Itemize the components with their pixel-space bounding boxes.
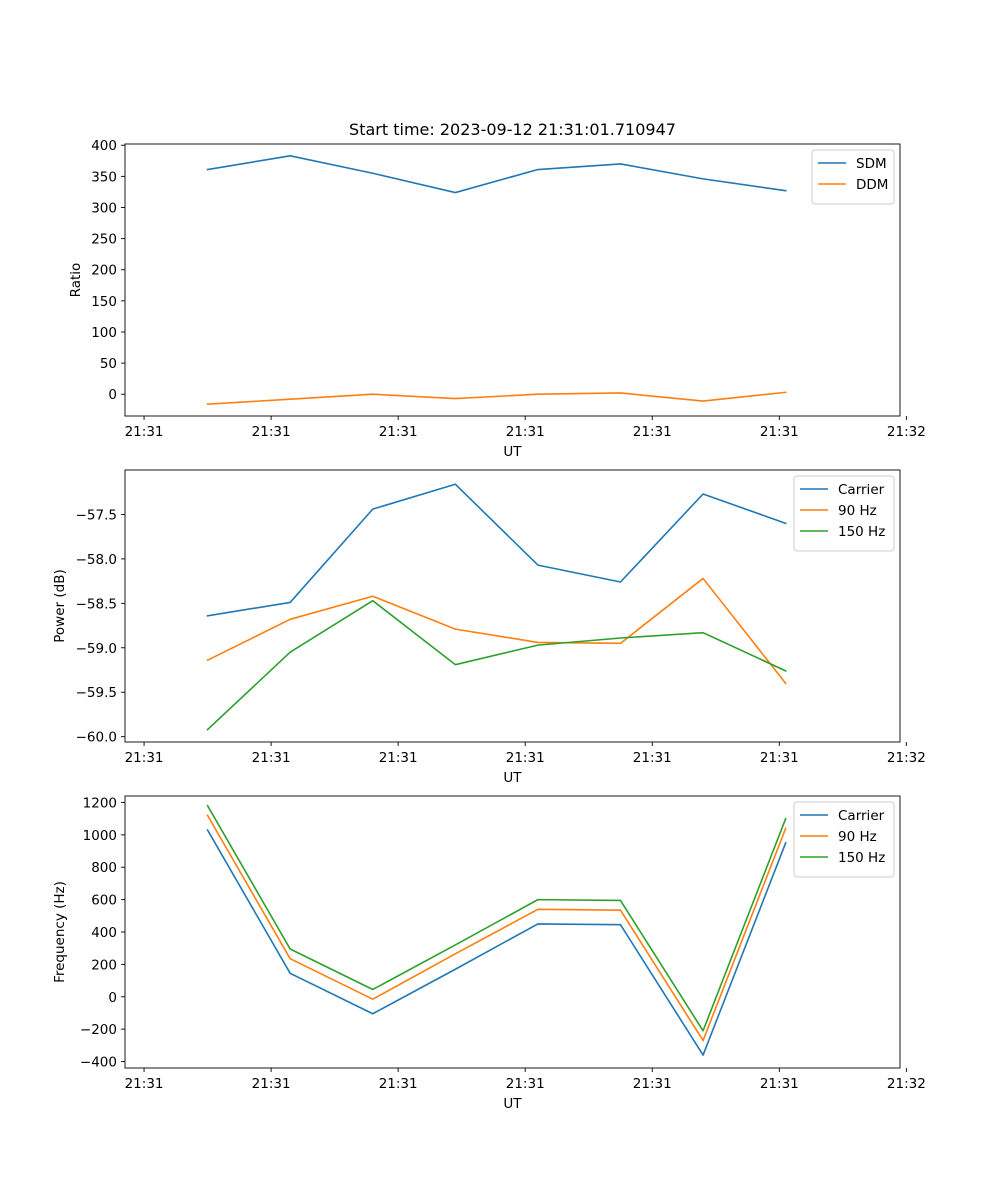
- frequency-ytick-label: 400: [91, 925, 117, 941]
- ratio-legend-label-ddm: DDM: [856, 177, 888, 193]
- power-panel: 21:31 21:31 21:31 21:31 21:31 21:31 21:32 −60.0…: [52, 469, 926, 786]
- ratio-ylabel: Ratio: [68, 263, 84, 298]
- ratio-ytick-label: 200: [91, 263, 117, 279]
- ratio-ytick-label: 50: [100, 356, 117, 372]
- frequency-ytick-label: 0: [108, 990, 117, 1006]
- power-legend-label-150-hz: 150 Hz: [838, 524, 885, 540]
- frequency-xtick-label: 21:31: [252, 1076, 291, 1092]
- power-ytick-label: −59.5: [76, 685, 117, 701]
- power-xtick-label: 21:31: [379, 750, 418, 766]
- power-series-line-90-hz: [206, 577, 787, 685]
- power-ytick-label: −58.0: [76, 552, 117, 568]
- ratio-xlabel: UT: [503, 444, 522, 460]
- ratio-legend-label-sdm: SDM: [856, 156, 887, 172]
- power-xtick-label: 21:31: [252, 750, 291, 766]
- power-series-line-carrier: [206, 483, 787, 617]
- ratio-xtick-label: 21:31: [125, 424, 164, 440]
- power-axes-frame: [124, 469, 901, 743]
- frequency-xtick-label: 21:31: [379, 1076, 418, 1092]
- ratio-ytick-label: 300: [91, 200, 117, 216]
- frequency-legend-label-150-hz: 150 Hz: [838, 850, 885, 866]
- frequency-axes-frame: [124, 795, 901, 1069]
- frequency-series-line-150-hz: [206, 804, 787, 1032]
- power-ytick-label: −60.0: [76, 730, 117, 746]
- ratio-legend: SDM DDM: [811, 149, 895, 205]
- frequency-ytick-label: 800: [91, 860, 117, 876]
- ratio-ytick-label: 0: [108, 387, 117, 403]
- ratio-xtick-label: 21:31: [506, 424, 545, 440]
- ratio-axes-frame: [124, 143, 901, 417]
- frequency-legend: Carrier 90 Hz 150 Hz: [793, 801, 895, 878]
- ratio-xtick-label: 21:32: [887, 424, 926, 440]
- frequency-panel: 21:31 21:31 21:31 21:31 21:31 21:31 21:32 −400 −…: [52, 795, 926, 1112]
- ratio-panel: 21:31 21:31 21:31 21:31 21:31 21:31 21:32 0 50 10…: [68, 138, 926, 460]
- ratio-xtick-label: 21:31: [252, 424, 291, 440]
- frequency-legend-label-carrier: Carrier: [838, 808, 885, 824]
- frequency-xtick-label: 21:31: [760, 1076, 799, 1092]
- power-legend-box: [793, 475, 895, 552]
- power-xtick-label: 21:31: [633, 750, 672, 766]
- ratio-ytick-label: 100: [91, 325, 117, 341]
- power-legend-label-90-hz: 90 Hz: [838, 503, 877, 519]
- ratio-ytick-label: 150: [91, 294, 117, 310]
- frequency-xtick-label: 21:31: [125, 1076, 164, 1092]
- ratio-series-line-sdm: [206, 155, 787, 194]
- frequency-ytick-label: 1200: [83, 795, 117, 811]
- frequency-ytick-label: −200: [80, 1022, 117, 1038]
- frequency-xlabel: UT: [503, 1096, 522, 1112]
- ratio-xtick-label: 21:31: [379, 424, 418, 440]
- frequency-ylabel: Frequency (Hz): [52, 881, 68, 983]
- power-ylabel: Power (dB): [52, 569, 68, 642]
- power-xtick-label: 21:31: [125, 750, 164, 766]
- power-ytick-label: −57.5: [76, 507, 117, 523]
- ratio-ytick-label: 350: [91, 169, 117, 185]
- frequency-series-line-carrier: [206, 828, 787, 1056]
- frequency-xtick-label: 21:32: [887, 1076, 926, 1092]
- power-xtick-label: 21:31: [506, 750, 545, 766]
- ratio-ytick-label: 250: [91, 232, 117, 248]
- power-series-line-150-hz: [206, 599, 787, 731]
- ratio-ytick-label: 400: [91, 138, 117, 154]
- power-xlabel: UT: [503, 770, 522, 786]
- frequency-legend-label-90-hz: 90 Hz: [838, 829, 877, 845]
- frequency-ytick-label: 1000: [83, 828, 117, 844]
- ratio-xtick-label: 21:31: [760, 424, 799, 440]
- power-xtick-label: 21:31: [760, 750, 799, 766]
- frequency-xtick-label: 21:31: [633, 1076, 672, 1092]
- power-xtick-label: 21:32: [887, 750, 926, 766]
- frequency-xtick-label: 21:31: [506, 1076, 545, 1092]
- frequency-ytick-label: 600: [91, 893, 117, 909]
- frequency-ytick-label: −400: [80, 1055, 117, 1071]
- frequency-ytick-label: 200: [91, 957, 117, 973]
- power-ytick-label: −58.5: [76, 596, 117, 612]
- frequency-series-line-90-hz: [206, 814, 787, 1042]
- frequency-legend-box: [793, 801, 895, 878]
- figure-title: Start time: 2023-09-12 21:31:01.710947: [349, 120, 676, 139]
- power-ytick-label: −59.0: [76, 641, 117, 657]
- power-legend: Carrier 90 Hz 150 Hz: [793, 475, 895, 552]
- ratio-series-line-ddm: [206, 391, 787, 406]
- power-legend-label-carrier: Carrier: [838, 482, 885, 498]
- ratio-xtick-label: 21:31: [633, 424, 672, 440]
